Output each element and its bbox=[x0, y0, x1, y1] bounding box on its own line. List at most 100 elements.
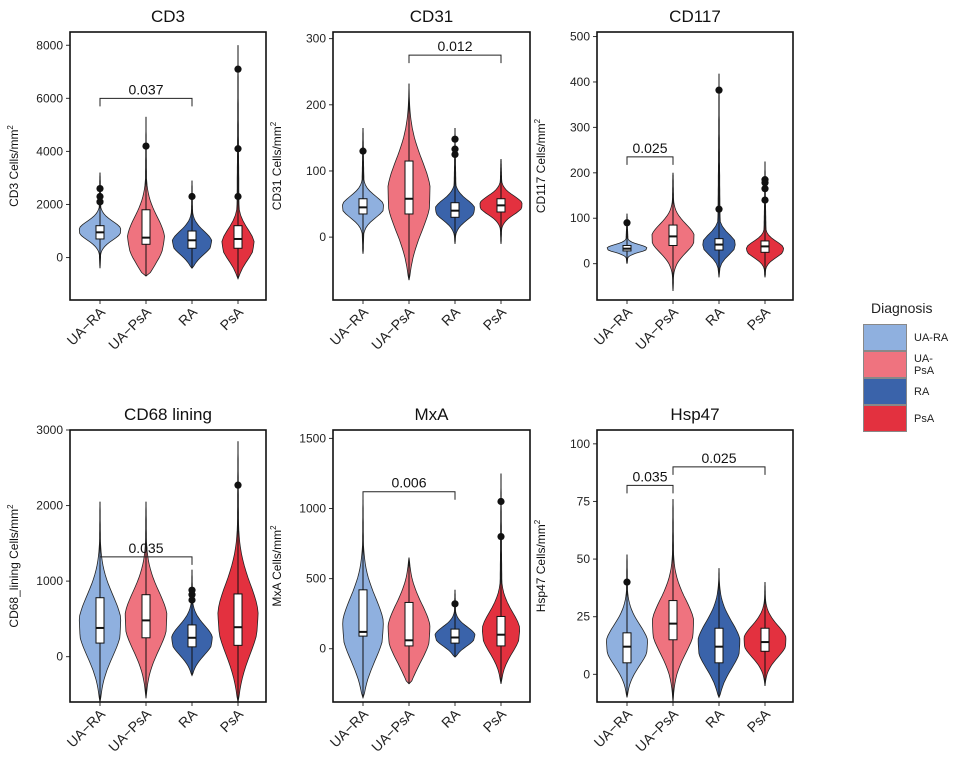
legend-key-psa bbox=[863, 405, 907, 432]
outlier-point-ra bbox=[188, 192, 196, 201]
legend-title: Diagnosis bbox=[871, 300, 933, 316]
p-value-label-cd117: 0.025 bbox=[632, 140, 667, 156]
violin-box-ua-ra bbox=[358, 589, 368, 637]
y-tick-label-cd31: 0 bbox=[319, 230, 326, 244]
x-tick-label-mxa: PsA bbox=[480, 705, 510, 735]
legend-item-ua-ra: UA-RA bbox=[863, 324, 953, 351]
x-tick-label-hsp47: UA−RA bbox=[591, 705, 636, 750]
violin-box-ua-ra bbox=[622, 632, 632, 664]
violin-ua-psa-mxa bbox=[387, 557, 431, 685]
legend-label-ra: RA bbox=[914, 385, 930, 398]
violin-ra-cd117 bbox=[702, 73, 736, 278]
violin-ua-psa-cd117 bbox=[651, 172, 695, 291]
p-value-label-hsp47: 0.025 bbox=[701, 450, 736, 466]
y-tick-label-hsp47: 0 bbox=[583, 667, 590, 681]
violin-ua-psa-cd31 bbox=[387, 83, 431, 281]
y-tick-label-hsp47: 50 bbox=[577, 552, 591, 566]
y-tick-label-mxa: 500 bbox=[306, 572, 326, 586]
legend-label-psa: PsA bbox=[914, 412, 935, 425]
y-tick-label-cd3: 4000 bbox=[36, 144, 63, 158]
comparison-bracket-cd117 bbox=[626, 156, 674, 165]
outlier-point-ra bbox=[715, 86, 723, 94]
violin-ua-psa-hsp47 bbox=[652, 499, 694, 703]
outlier-point-ra bbox=[188, 596, 196, 604]
outlier-point-ua-ra bbox=[623, 578, 631, 586]
violin-ua-ra-cd68-lining bbox=[78, 501, 122, 703]
violin-ra-mxa bbox=[434, 589, 476, 658]
y-axis-label-mxa: MxA Cells/mm2 bbox=[269, 525, 284, 607]
x-tick-label-cd68-lining: UA−RA bbox=[64, 705, 109, 750]
comparison-bracket-cd31 bbox=[408, 54, 502, 64]
violin-box-psa bbox=[233, 593, 243, 646]
x-tick-label-mxa: UA−RA bbox=[327, 705, 372, 750]
y-tick-label-cd117: 300 bbox=[570, 120, 590, 134]
comparison-bracket-hsp47 bbox=[626, 484, 674, 494]
comparison-bracket-cd3 bbox=[99, 97, 193, 107]
legend-key-ra bbox=[863, 378, 907, 405]
violin-psa-mxa bbox=[481, 473, 521, 684]
x-tick-label-cd117: RA bbox=[702, 303, 728, 329]
y-axis-label-cd117: CD117 Cells/mm2 bbox=[533, 118, 548, 213]
panel-title-cd31: CD31 bbox=[410, 7, 453, 26]
outlier-point-ra bbox=[451, 150, 459, 159]
y-tick-label-cd31: 200 bbox=[306, 98, 326, 112]
x-tick-label-mxa: UA−PsA bbox=[368, 705, 417, 754]
violin-ua-ra-cd3 bbox=[78, 172, 122, 269]
violin-ua-ra-cd31 bbox=[342, 127, 384, 254]
outlier-point-psa bbox=[761, 176, 769, 184]
x-tick-label-cd3: PsA bbox=[217, 303, 247, 333]
violin-box-psa bbox=[496, 615, 506, 647]
panel-frame-mxa bbox=[332, 429, 531, 703]
panel-title-cd117: CD117 bbox=[669, 7, 721, 26]
legend-key-ua-ra bbox=[863, 324, 907, 351]
y-tick-label-cd68-lining: 1000 bbox=[36, 574, 63, 588]
violin-ua-ra-cd117 bbox=[606, 213, 648, 264]
x-tick-label-cd68-lining: UA−PsA bbox=[105, 705, 154, 754]
violin-box-ra bbox=[450, 628, 460, 644]
legend-item-ra: RA bbox=[863, 378, 953, 405]
y-tick-label-cd68-lining: 0 bbox=[56, 650, 63, 664]
violin-ua-psa-cd68-lining bbox=[124, 501, 168, 699]
panel-title-cd3: CD3 bbox=[151, 7, 185, 26]
violin-box-ra bbox=[714, 627, 724, 664]
violin-box-ua-psa bbox=[404, 601, 414, 647]
panel-cd3: CD3 CD3 Cells/mm2 0 2000 4000 6000 8000 UA−RAUA… bbox=[6, 7, 267, 353]
violin-box-ra bbox=[187, 624, 197, 648]
comparison-bracket-cd68-lining bbox=[99, 556, 193, 565]
violin-psa-cd3 bbox=[221, 45, 255, 280]
x-tick-label-cd31: UA−PsA bbox=[368, 303, 417, 352]
panel-cd117: CD117 CD117 Cells/mm2 0 100 200 300 400 500 UA−R… bbox=[533, 7, 794, 353]
panel-frame-cd117 bbox=[596, 31, 794, 301]
outlier-point-ra bbox=[451, 600, 459, 608]
y-tick-label-hsp47: 100 bbox=[570, 437, 590, 451]
y-tick-label-mxa: 1000 bbox=[299, 502, 326, 516]
outlier-point-psa bbox=[234, 192, 242, 201]
violin-box-psa bbox=[760, 627, 770, 652]
panel-title-cd68-lining: CD68 lining bbox=[124, 405, 212, 424]
y-axis-label-cd3: CD3 Cells/mm2 bbox=[6, 125, 21, 207]
legend-item-psa: PsA bbox=[863, 405, 953, 432]
outlier-point-ra bbox=[451, 145, 459, 153]
outlier-point-ua-ra bbox=[96, 192, 104, 201]
outlier-point-ua-ra bbox=[96, 184, 104, 193]
y-axis-label-cd31: CD31 Cells/mm2 bbox=[269, 121, 284, 210]
x-tick-label-cd31: UA−RA bbox=[327, 303, 372, 348]
legend-item-ua-psa: UA-PsA bbox=[863, 351, 953, 378]
y-tick-label-cd3: 6000 bbox=[36, 91, 63, 105]
x-tick-label-mxa: RA bbox=[438, 705, 464, 731]
p-value-label-cd31: 0.012 bbox=[437, 38, 472, 54]
y-tick-label-cd68-lining: 3000 bbox=[36, 423, 63, 437]
legend-label-ua-ra: UA-RA bbox=[914, 331, 949, 344]
outlier-point-psa bbox=[497, 497, 505, 506]
y-tick-label-hsp47: 75 bbox=[577, 494, 591, 508]
violin-psa-cd68-lining bbox=[217, 441, 259, 703]
y-axis-label-cd68-lining: CD68_lining Cells/mm2 bbox=[6, 504, 21, 628]
outlier-point-ra bbox=[188, 586, 196, 594]
violin-box-ua-psa bbox=[141, 594, 151, 639]
outlier-point-psa bbox=[234, 481, 242, 489]
x-tick-label-cd3: RA bbox=[175, 303, 201, 329]
panel-frame-cd3 bbox=[69, 31, 267, 301]
violin-ra-cd31 bbox=[435, 127, 475, 244]
x-tick-label-cd117: PsA bbox=[744, 303, 774, 333]
